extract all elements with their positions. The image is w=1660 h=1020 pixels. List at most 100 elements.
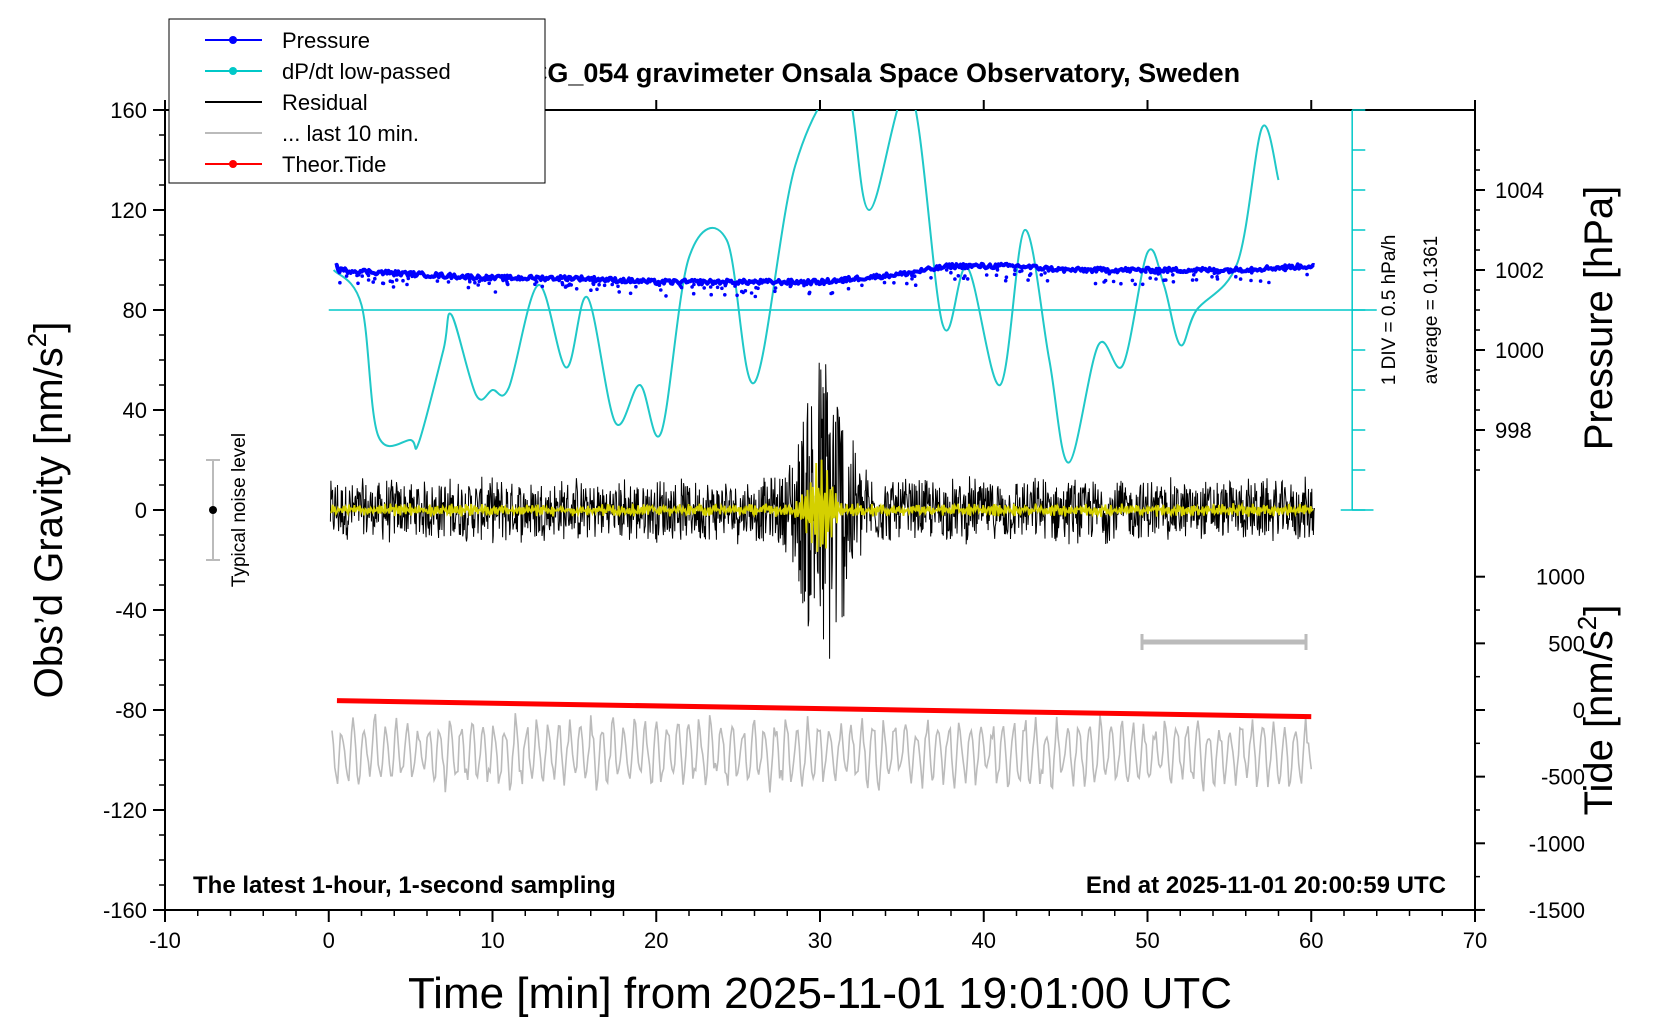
- pressure-point: [1190, 278, 1195, 282]
- smoothed-residual-line: [330, 459, 1314, 552]
- x-tick-label: 60: [1299, 928, 1323, 953]
- pressure-point: [1026, 278, 1030, 282]
- pressure-point: [366, 273, 371, 278]
- pressure-point: [995, 268, 1000, 272]
- pressure-point: [984, 273, 989, 277]
- pressure-point: [1178, 270, 1183, 275]
- tide-line: [336, 698, 1312, 720]
- pressure-point: [595, 287, 599, 292]
- pressure-point: [657, 283, 662, 288]
- pressure-point: [366, 278, 371, 282]
- pressure-point: [715, 285, 720, 290]
- pressure-point: [338, 280, 342, 285]
- pressure-point: [961, 276, 966, 281]
- pressure-point: [749, 291, 754, 295]
- pressure-point: [1003, 278, 1008, 283]
- dpdt-line: [332, 110, 1280, 464]
- tide-tick-label: -500: [1541, 765, 1585, 790]
- pressure-point: [912, 274, 917, 279]
- pressure-point: [540, 284, 545, 289]
- y-tick-label: 160: [110, 98, 147, 123]
- dpdt-average-label: average = 0.1361: [1421, 236, 1442, 384]
- pressure-point: [1140, 282, 1145, 287]
- grid-layer: [328, 109, 1377, 511]
- pressure-point: [1234, 274, 1238, 279]
- pressure-point: [841, 280, 845, 285]
- noise-level-label: Typical noise level: [229, 433, 250, 587]
- pressure-point: [1093, 281, 1098, 286]
- pressure-point: [944, 268, 949, 272]
- pressure-point: [910, 273, 914, 278]
- pressure-point: [1260, 269, 1264, 273]
- pressure-point: [591, 282, 596, 287]
- legend: Pressure dP/dt low-passed Residual ... last…: [168, 18, 546, 184]
- y-tick-label: -40: [115, 598, 147, 623]
- pressure-point: [344, 274, 349, 278]
- pressure-point: [1144, 270, 1148, 274]
- dpdt-series: [332, 110, 1280, 464]
- pressure-point: [560, 282, 565, 287]
- pressure-point: [597, 282, 601, 287]
- pressure-point: [406, 276, 411, 281]
- tide-tick-label: 1000: [1536, 565, 1585, 590]
- pressure-point: [589, 288, 593, 293]
- pressure-point: [905, 281, 909, 286]
- pressure-point: [756, 286, 760, 291]
- pressure-point: [628, 291, 633, 296]
- pressure-point: [741, 290, 745, 295]
- pressure-point: [1045, 279, 1050, 283]
- x-tick-label: 10: [480, 928, 504, 953]
- y-tick-label: -80: [115, 698, 147, 723]
- pressure-series: [334, 261, 1316, 299]
- pressure-point: [860, 283, 864, 288]
- pressure-point: [1171, 273, 1175, 277]
- pressure-point: [1102, 280, 1106, 284]
- pressure-point: [1194, 278, 1199, 282]
- pressure-point: [356, 281, 360, 286]
- last-10-min-line: [331, 713, 1313, 793]
- pressure-point: [405, 282, 409, 287]
- tide-tick-label: -1500: [1529, 898, 1585, 923]
- pressure-point: [435, 279, 440, 283]
- y-tick-label: 40: [123, 398, 147, 423]
- sampling-note: The latest 1-hour, 1-second sampling: [193, 872, 616, 899]
- x-tick-label: -10: [149, 928, 181, 953]
- x-tick-label: 20: [644, 928, 668, 953]
- pressure-point: [720, 286, 724, 291]
- pressure-point: [723, 283, 728, 288]
- pressure-point: [753, 294, 758, 299]
- pressure-point: [1043, 271, 1047, 275]
- pressure-point: [1192, 273, 1196, 277]
- pressure-point: [882, 280, 887, 285]
- legend-marker: [229, 36, 237, 44]
- pressure-point: [401, 278, 405, 283]
- pressure-point: [953, 277, 957, 281]
- x-axis-label: Time [min] from 2025-11-01 19:01:00 UTC: [408, 969, 1232, 1018]
- pressure-point: [735, 293, 739, 298]
- end-time-note: End at 2025-11-01 20:00:59 UTC: [1086, 872, 1446, 899]
- residual-series: [329, 362, 1315, 659]
- pressure-point: [659, 288, 663, 292]
- pressure-point: [773, 289, 777, 294]
- pressure-point: [1018, 269, 1022, 274]
- pressure-point: [1107, 271, 1112, 276]
- pressure-point: [1133, 282, 1137, 287]
- y-tick-label: 120: [110, 198, 147, 223]
- pressure-point: [564, 284, 569, 289]
- legend-label: dP/dt low-passed: [282, 59, 451, 84]
- pressure-point: [477, 279, 482, 284]
- legend-marker: [229, 67, 237, 75]
- x-tick-label: 70: [1463, 928, 1487, 953]
- pressure-point: [1111, 279, 1116, 284]
- pressure-point: [1004, 275, 1009, 280]
- y-axis-label-tide: Tide [nm/s2]: [1572, 605, 1621, 816]
- pressure-point: [709, 292, 713, 297]
- pressure-point: [708, 285, 713, 289]
- x-tick-label: 50: [1135, 928, 1159, 953]
- pressure-point: [733, 284, 737, 288]
- pressure-point: [829, 291, 833, 296]
- pressure-point: [664, 294, 668, 298]
- legend-label: Pressure: [282, 28, 370, 53]
- pressure-point: [617, 290, 621, 294]
